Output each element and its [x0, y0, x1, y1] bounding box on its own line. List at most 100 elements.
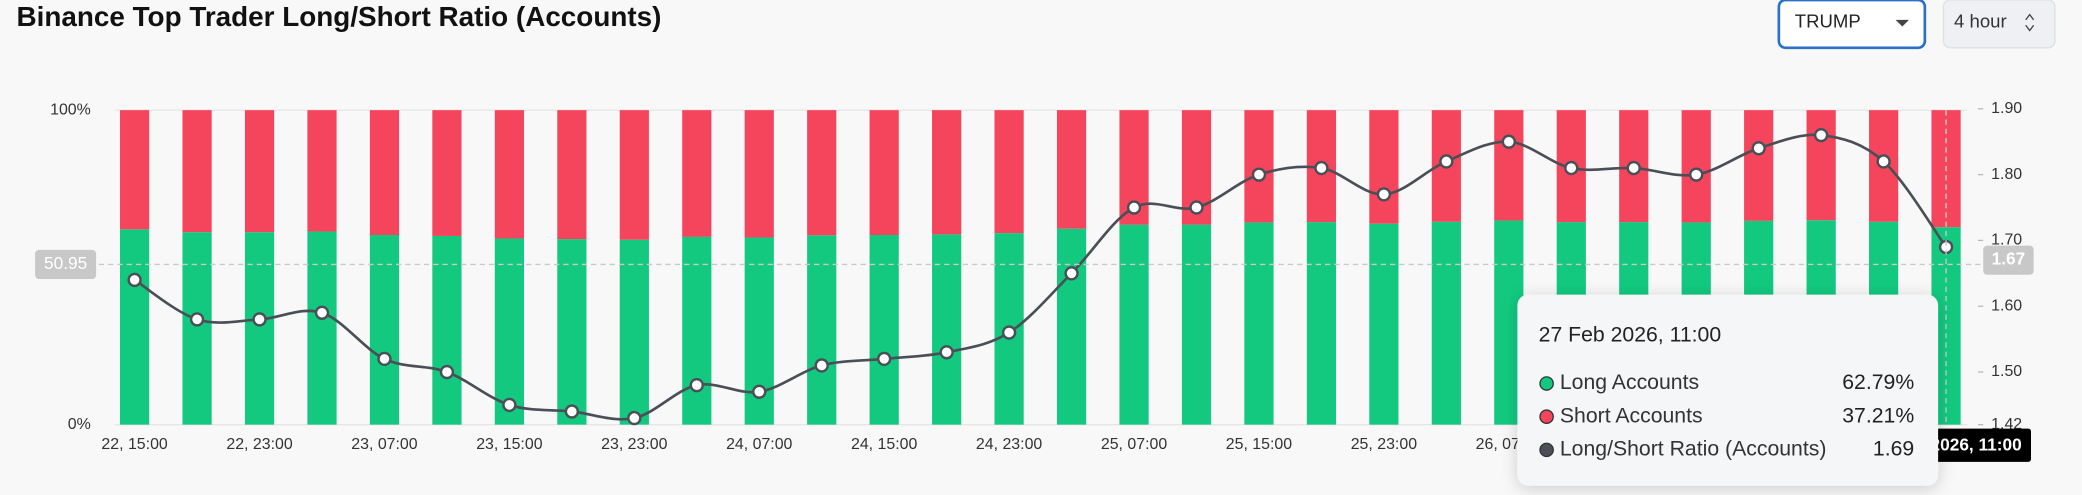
select-value[interactable]: TRUMP: [1795, 10, 1861, 31]
bar-segment: [307, 110, 337, 232]
ratio-point: [1876, 154, 1891, 169]
ratio-point: [189, 312, 205, 327]
bar-segment: [244, 232, 275, 425]
tooltip-dot: [1539, 376, 1554, 391]
select-value[interactable]: 4 hour: [1954, 10, 2007, 31]
ratio-point: [439, 364, 455, 380]
x-tick-label: 23, 23:00: [601, 436, 667, 453]
tooltip-value: 37.21%: [1842, 404, 1914, 427]
ratio-point: [1501, 134, 1516, 149]
bar-segment: [120, 110, 150, 230]
bar-segment: [744, 110, 774, 238]
ratio-point: [252, 312, 267, 327]
ratio-point: [627, 410, 642, 426]
ratio-point: [1439, 154, 1454, 169]
ratio-point: [877, 351, 892, 367]
chart-title: Binance Top Trader Long/Short Ratio (Acc…: [16, 1, 661, 32]
bar-segment: [369, 110, 400, 236]
tooltip-series-name: Short Accounts: [1560, 404, 1703, 427]
bar-segment: [1431, 221, 1461, 425]
ratio-point: [1189, 200, 1204, 215]
tooltip-value: 62.79%: [1842, 371, 1914, 394]
bar-segment: [182, 110, 212, 233]
tooltip-value: 1.69: [1873, 437, 1914, 460]
ratio-point: [752, 384, 767, 399]
x-tick-label: 23, 07:00: [351, 436, 417, 453]
ratio-point: [814, 358, 829, 373]
select-arrow[interactable]: [1895, 19, 1909, 27]
bar-segment: [182, 232, 212, 425]
ratio-point: [1689, 167, 1704, 182]
tooltip-series-name: Long/Short Ratio (Accounts): [1560, 437, 1827, 460]
bar-segment: [432, 110, 462, 236]
tooltip-box: [1517, 294, 1939, 486]
ratio-point: [1126, 200, 1142, 215]
crosshair-y-box: [35, 249, 97, 280]
bar-segment: [1244, 222, 1274, 425]
y2-tick-label: 1.70: [1991, 232, 2022, 249]
bar-segment: [619, 239, 649, 425]
bar-segment: [494, 238, 524, 425]
tooltip-title: 27 Feb 2026, 11:00: [1539, 323, 1721, 346]
y2-tick-label: 1.42: [1991, 416, 2022, 433]
bar-segment: [869, 235, 899, 425]
tooltip-dot: [1539, 409, 1554, 425]
x-tick-label: 24, 23:00: [976, 436, 1042, 453]
bar-segment: [1056, 228, 1087, 425]
bar-segment: [557, 110, 587, 240]
ratio-point: [1064, 266, 1079, 281]
tooltip-series-name: Long Accounts: [1560, 371, 1699, 394]
bar-segment: [869, 110, 899, 236]
x-tick-label: 23, 15:00: [476, 436, 542, 453]
bar-segment: [682, 236, 712, 425]
ratio-point: [564, 404, 580, 419]
bar-segment: [1306, 222, 1337, 425]
crosshair-y2-box: [1983, 245, 2034, 275]
bar-segment: [557, 239, 587, 425]
x-tick-label: 22, 15:00: [101, 436, 167, 453]
y-tick-label: 0%: [68, 416, 91, 433]
tooltip-dot: [1539, 442, 1554, 458]
ratio-point: [1001, 325, 1017, 340]
bar-segment: [1494, 110, 1524, 221]
ratio-point: [1376, 187, 1392, 202]
y2-tick-label: 1.50: [1991, 363, 2022, 380]
bar-segment: [1119, 224, 1149, 425]
symbol-select[interactable]: TRUMP: [1777, 0, 1927, 50]
x-tick-label: 25, 15:00: [1226, 436, 1292, 453]
bar-segment: [807, 110, 837, 236]
bar-segment: [1806, 110, 1836, 221]
x-tick-label: 24, 07:00: [726, 436, 792, 453]
bar-segment: [682, 110, 712, 237]
y2-tick-label: 1.80: [1991, 166, 2022, 183]
ratio-line: [133, 133, 1948, 421]
ratio-point: [1251, 167, 1267, 182]
ratio-point: [127, 272, 142, 288]
bar-segment: [432, 235, 462, 425]
select-arrow[interactable]: [2025, 13, 2035, 32]
bar-segment: [619, 110, 649, 240]
crosshair-y-label: 50.95: [44, 253, 87, 273]
y2-tick-label: 1.90: [1991, 100, 2022, 117]
bar-segment: [807, 235, 837, 425]
bar-segment: [1056, 110, 1087, 229]
select-box[interactable]: [1777, 0, 1927, 50]
x-tick-label: 22, 23:00: [226, 436, 292, 453]
ratio-point: [1751, 141, 1766, 156]
ratio-point: [1564, 160, 1579, 176]
bar-segment: [1369, 110, 1399, 224]
ratio-point: [1626, 160, 1641, 176]
x-tick-label: 24, 15:00: [851, 436, 917, 453]
ratio-point: [314, 305, 330, 320]
x-tick-label: 25, 07:00: [1101, 436, 1167, 453]
interval-select[interactable]: 4 hour: [1942, 0, 2056, 49]
bar-segment: [494, 110, 524, 239]
ratio-point: [1314, 160, 1329, 176]
bar-segment: [307, 231, 337, 425]
ratio-point: [1813, 127, 1829, 143]
bar-segment: [994, 110, 1024, 234]
ratio-point: [377, 351, 392, 367]
select-box[interactable]: [1942, 0, 2056, 49]
